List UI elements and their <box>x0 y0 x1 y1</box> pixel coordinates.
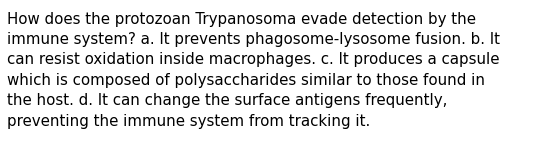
Text: How does the protozoan Trypanosoma evade detection by the
immune system? a. It p: How does the protozoan Trypanosoma evade… <box>7 12 501 129</box>
